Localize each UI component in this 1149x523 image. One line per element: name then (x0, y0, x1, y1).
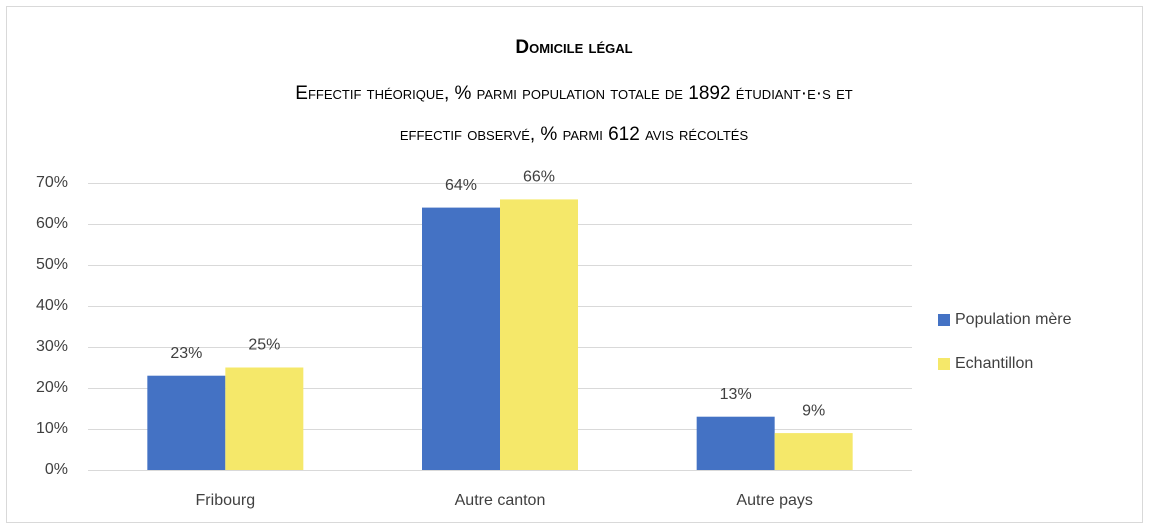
bar (500, 199, 578, 470)
bar (147, 375, 226, 470)
data-label: 66% (523, 169, 555, 186)
x-tick-label: Autre canton (455, 492, 546, 509)
bar (422, 207, 500, 470)
y-tick-label: 0% (45, 461, 68, 478)
bar (774, 433, 853, 470)
data-label: 9% (802, 402, 825, 419)
x-tick-label: Autre pays (736, 492, 812, 509)
bar (696, 416, 775, 470)
data-label: 23% (170, 345, 202, 362)
x-tick-label: Fribourg (196, 492, 256, 509)
data-label: 64% (445, 177, 477, 194)
legend-swatch (938, 358, 950, 370)
legend-label: Echantillon (955, 355, 1033, 372)
y-tick-label: 10% (36, 420, 68, 437)
chart-title: Domicile légal (515, 37, 632, 58)
chart-subtitle: effectif observé, % parmi 612 avis récol… (400, 124, 749, 145)
y-tick-label: 70% (36, 174, 68, 191)
chart-subtitle: Effectif théorique, % parmi population t… (295, 83, 852, 104)
bar (225, 367, 304, 470)
y-tick-label: 30% (36, 338, 68, 355)
y-tick-label: 40% (36, 297, 68, 314)
legend-swatch (938, 314, 950, 326)
data-label: 13% (720, 386, 752, 403)
legend-label: Population mère (955, 311, 1072, 328)
y-tick-label: 50% (36, 256, 68, 273)
y-tick-label: 60% (36, 215, 68, 232)
data-label: 25% (248, 337, 280, 354)
y-tick-label: 20% (36, 379, 68, 396)
